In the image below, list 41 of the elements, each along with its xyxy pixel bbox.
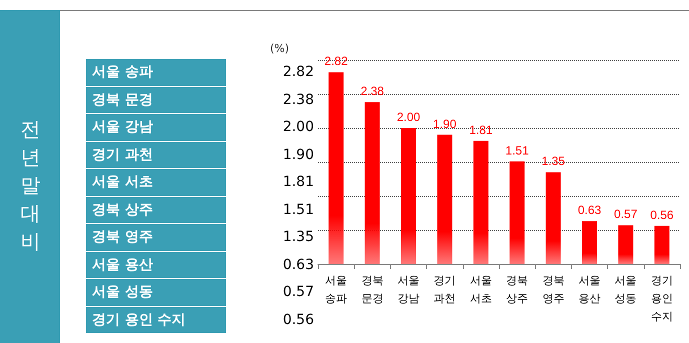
category-label: 서울 강남 (92, 119, 153, 136)
data-label: 1.35 (542, 154, 566, 168)
category-label: 경북 영주 (92, 229, 153, 246)
x-tick-label: 서울 송파 (325, 275, 348, 305)
data-label: 1.51 (505, 143, 530, 158)
x-tick-label: 서울 강남 (398, 275, 420, 305)
text: 2.82 (282, 64, 314, 80)
x-tick-label: 경기 과천 (434, 275, 456, 305)
data-label: 0.57 (614, 207, 638, 222)
category-label: 경기 용인 수지 (92, 312, 186, 328)
text: 2.00 (282, 119, 314, 136)
text: 1.90 (282, 146, 314, 163)
text: 2.38 (282, 92, 314, 108)
data-label: 1.90 (433, 116, 457, 131)
x-tick-label: 경북 상주 (506, 275, 528, 305)
text: 0.56 (282, 312, 314, 328)
x-tick-label: 경기 용인 수지 (650, 275, 673, 323)
data-label: 2.38 (360, 84, 384, 98)
text: 1.81 (282, 174, 314, 190)
category-label: 경북 문경 (92, 92, 153, 108)
x-tick-label: 서울 성동 (614, 275, 637, 305)
data-label: 2.82 (324, 54, 348, 68)
text: 1.51 (282, 202, 314, 218)
text: 전년말대비 (20, 116, 41, 255)
category-label: 경기 과천 (92, 146, 153, 163)
x-tick-label: 서울 서초 (470, 275, 492, 305)
text: 0.63 (282, 256, 314, 273)
data-label: 1.81 (469, 122, 493, 137)
x-tick-label: 경북 영주 (542, 275, 564, 305)
data-label: 0.56 (650, 208, 674, 222)
data-label: 0.63 (578, 203, 602, 218)
data-label: 2.00 (396, 110, 420, 124)
x-tick-label: 경북 문경 (361, 275, 384, 305)
x-tick-label: 서울 용산 (578, 275, 600, 305)
category-label: 서울 송파 (92, 64, 153, 80)
text: (%) (270, 42, 290, 55)
text: 0.57 (282, 284, 314, 300)
category-label: 서울 용산 (92, 256, 153, 273)
category-label: 서울 서초 (92, 174, 153, 190)
text: 1.35 (282, 229, 314, 246)
category-label: 경북 상주 (92, 202, 153, 218)
